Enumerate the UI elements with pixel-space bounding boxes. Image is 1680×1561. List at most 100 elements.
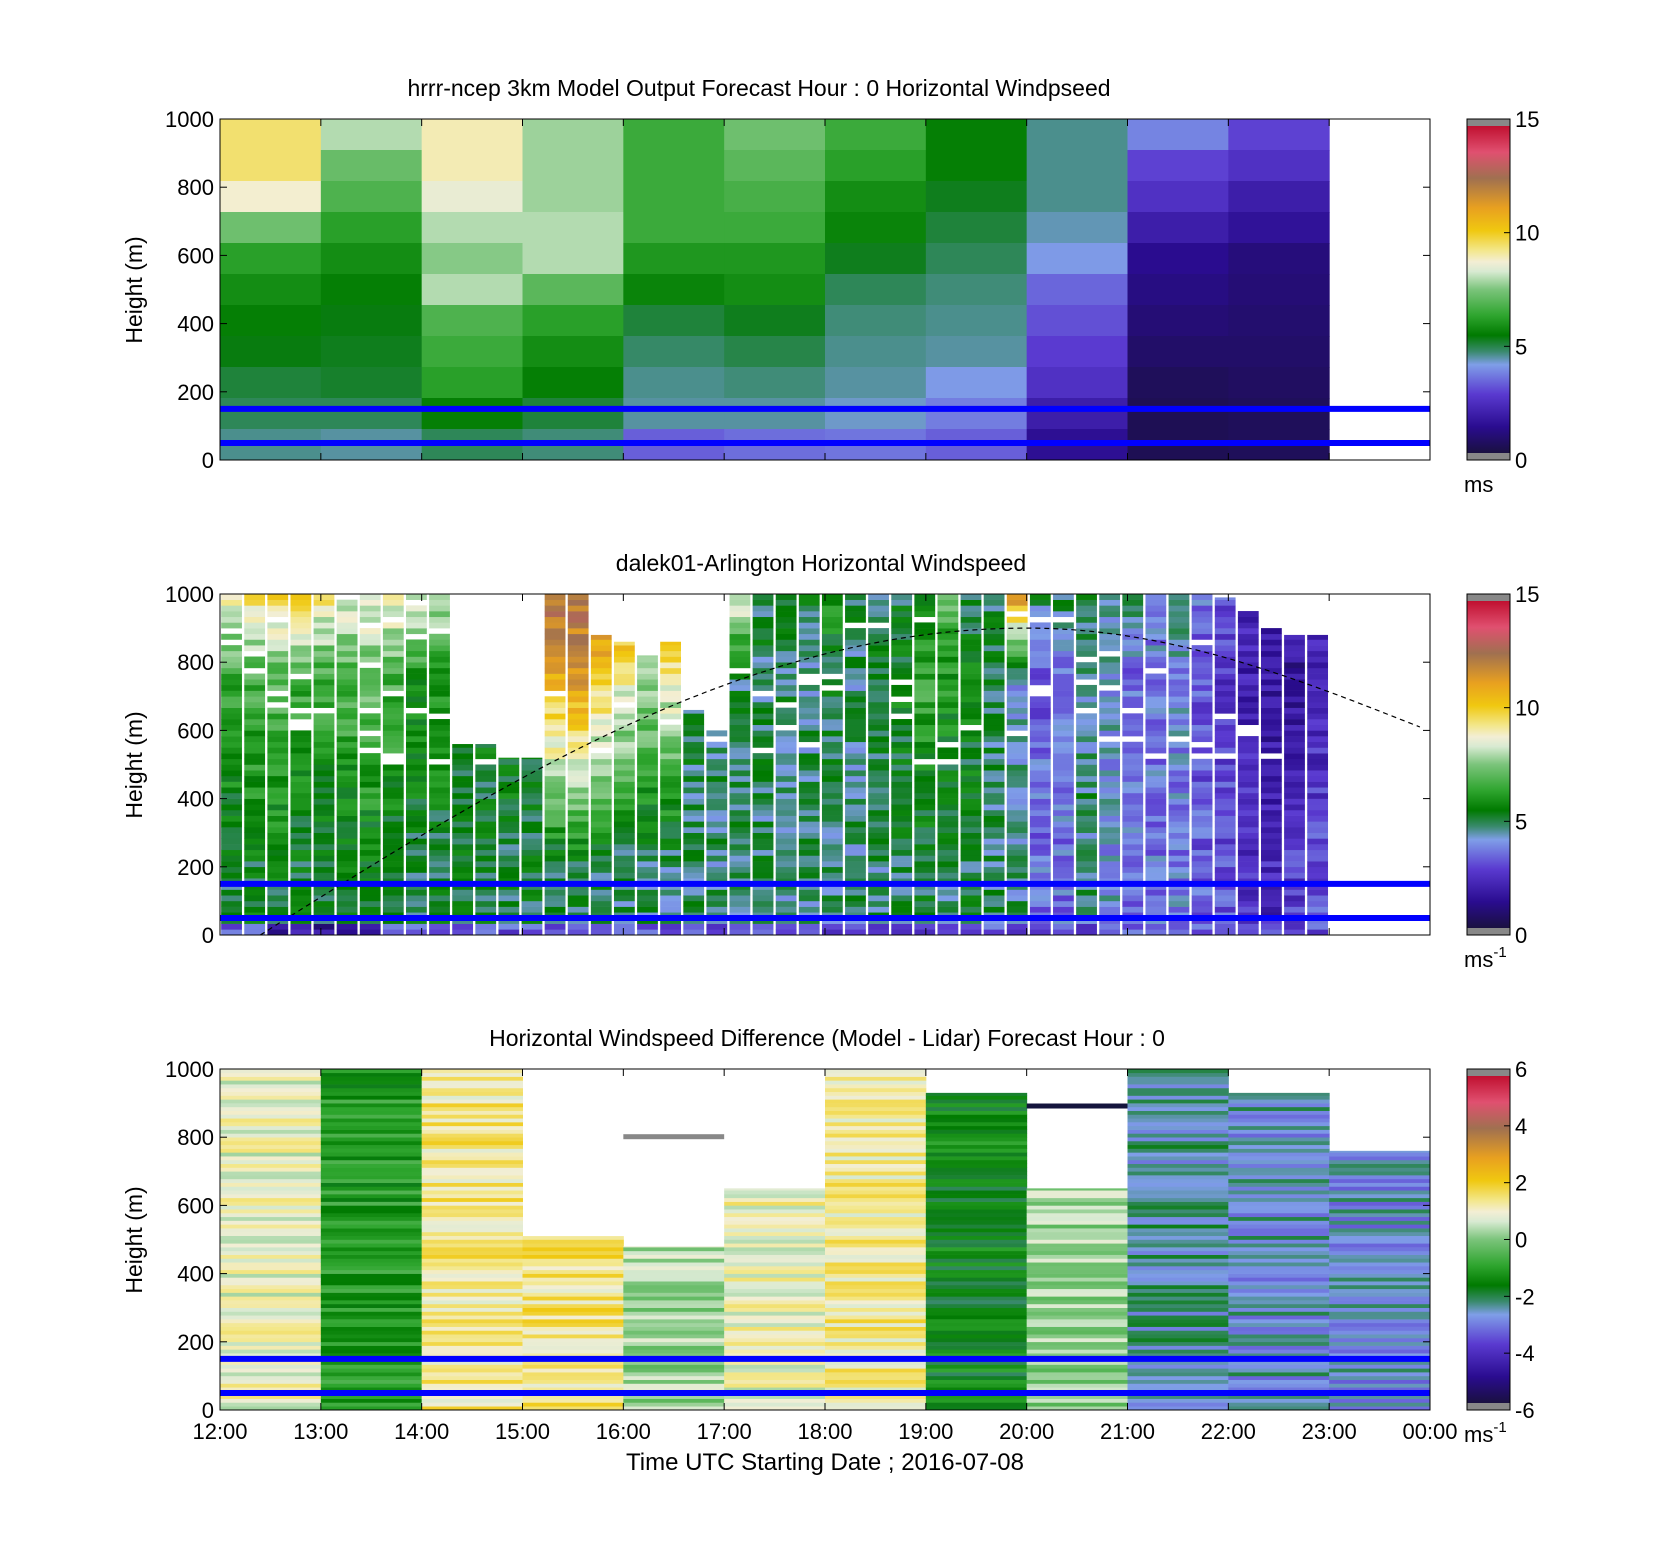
heat-cell: [1127, 1296, 1229, 1301]
heat-cell: [498, 861, 520, 868]
heat-cell: [1026, 1216, 1128, 1221]
heat-cell: [925, 1163, 1028, 1168]
heat-cell: [320, 1239, 423, 1244]
heat-cell: [475, 775, 497, 782]
heat-cell: [1284, 741, 1305, 748]
heat-cell: [1228, 1156, 1330, 1161]
heat-cell: [220, 1239, 322, 1244]
heat-segment: [623, 1134, 725, 1140]
heat-cell: [290, 690, 312, 697]
heat-cell: [1122, 679, 1144, 686]
heat-cell: [382, 611, 404, 618]
heat-cell: [1029, 730, 1051, 737]
heat-cell: [1260, 929, 1282, 936]
heat-cell: [522, 1239, 624, 1244]
heat-cell: [623, 1273, 725, 1278]
heat-cell: [1214, 679, 1236, 686]
heat-cell: [221, 730, 242, 737]
heat-cell: [623, 305, 725, 337]
heat-cell: [1329, 1228, 1431, 1233]
heat-cell: [1214, 741, 1236, 748]
heat-cell: [567, 724, 589, 731]
heat-cell: [613, 866, 635, 873]
heat-cell: [1168, 724, 1190, 731]
heat-cell: [825, 1307, 927, 1312]
heat-cell: [320, 1118, 423, 1123]
heat-cell: [1168, 650, 1190, 657]
heat-cell: [336, 599, 358, 606]
heat-cell: [729, 809, 751, 816]
heat-cell: [623, 1330, 725, 1335]
heat-cell: [1053, 861, 1074, 868]
heat-cell: [590, 866, 612, 873]
heat-cell: [775, 707, 797, 714]
heat-cell: [1006, 804, 1028, 811]
heat-cell: [1168, 633, 1190, 640]
heat-cell: [522, 1315, 624, 1320]
heat-cell: [983, 656, 1005, 663]
heat-cell: [1145, 696, 1167, 703]
heat-cell: [244, 594, 266, 600]
heat-cell: [891, 906, 913, 913]
heat-cell: [1237, 923, 1259, 930]
heat-cell: [452, 827, 474, 833]
heat-cell: [313, 900, 335, 907]
heat-cell: [313, 775, 335, 782]
heat-cell: [613, 844, 635, 851]
heat-cell: [1191, 599, 1213, 606]
heat-cell: [983, 861, 1005, 868]
heat-cell: [290, 741, 312, 748]
heat-cell: [359, 929, 381, 936]
heat-cell: [868, 844, 889, 851]
heat-cell: [821, 719, 843, 726]
heat-cell: [983, 889, 1005, 896]
heat-cell: [1284, 758, 1305, 765]
heat-cell: [821, 832, 843, 839]
heat-cell: [320, 1084, 423, 1089]
heat-cell: [1237, 650, 1259, 657]
heat-cell: [868, 827, 889, 833]
heat-cell: [590, 662, 612, 669]
heat-cell: [637, 775, 658, 782]
heat-cell: [1237, 701, 1259, 708]
heat-cell: [983, 639, 1005, 646]
panel-2-title: dalek01-Arlington Horizontal Windspeed: [616, 550, 1026, 576]
heat-cell: [821, 929, 843, 936]
heat-cell: [752, 770, 774, 777]
heat-cell: [798, 662, 820, 669]
heat-cell: [313, 872, 335, 879]
heat-cell: [1029, 701, 1051, 708]
heat-cell: [544, 639, 566, 646]
heat-cell: [1122, 804, 1144, 811]
heat-cell: [1284, 929, 1305, 936]
heat-cell: [567, 849, 589, 856]
heat-cell: [623, 119, 725, 151]
heat-cell: [1053, 764, 1074, 771]
heat-cell: [421, 1353, 523, 1358]
heat-cell: [1145, 764, 1167, 771]
heat-cell: [220, 1375, 322, 1380]
heat-cell: [775, 639, 797, 646]
heat-cell: [1168, 594, 1190, 600]
colorbar-tick-label: 15: [1515, 582, 1539, 607]
heat-cell: [544, 838, 566, 845]
x-tick-label: 18:00: [797, 1419, 852, 1444]
heat-cell: [1214, 701, 1236, 708]
heat-cell: [590, 872, 612, 879]
heat-cell: [290, 855, 312, 862]
heat-cell: [914, 741, 936, 748]
panel-2-reference-lines: [220, 880, 1430, 921]
heat-cell: [313, 855, 335, 862]
heat-cell: [336, 645, 358, 652]
colorbar-tick-label: 10: [1515, 221, 1539, 246]
heat-cell: [313, 741, 335, 748]
heat-cell: [1214, 628, 1236, 635]
heat-cell: [1122, 889, 1144, 896]
heat-cell: [960, 667, 982, 674]
heat-cell: [1191, 832, 1213, 839]
heat-cell: [845, 650, 866, 657]
heat-cell: [421, 1273, 523, 1278]
heat-cell: [752, 684, 774, 691]
heat-cell: [1145, 787, 1167, 794]
heat-cell: [244, 804, 266, 811]
